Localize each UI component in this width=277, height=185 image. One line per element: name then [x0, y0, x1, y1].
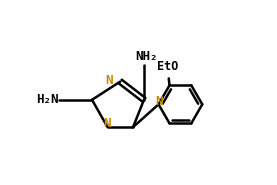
Text: N: N [103, 117, 110, 130]
Text: EtO: EtO [157, 60, 178, 73]
Text: N: N [105, 74, 113, 87]
Text: N: N [156, 95, 163, 107]
Text: NH₂: NH₂ [135, 50, 157, 63]
Text: H₂N: H₂N [36, 93, 58, 106]
